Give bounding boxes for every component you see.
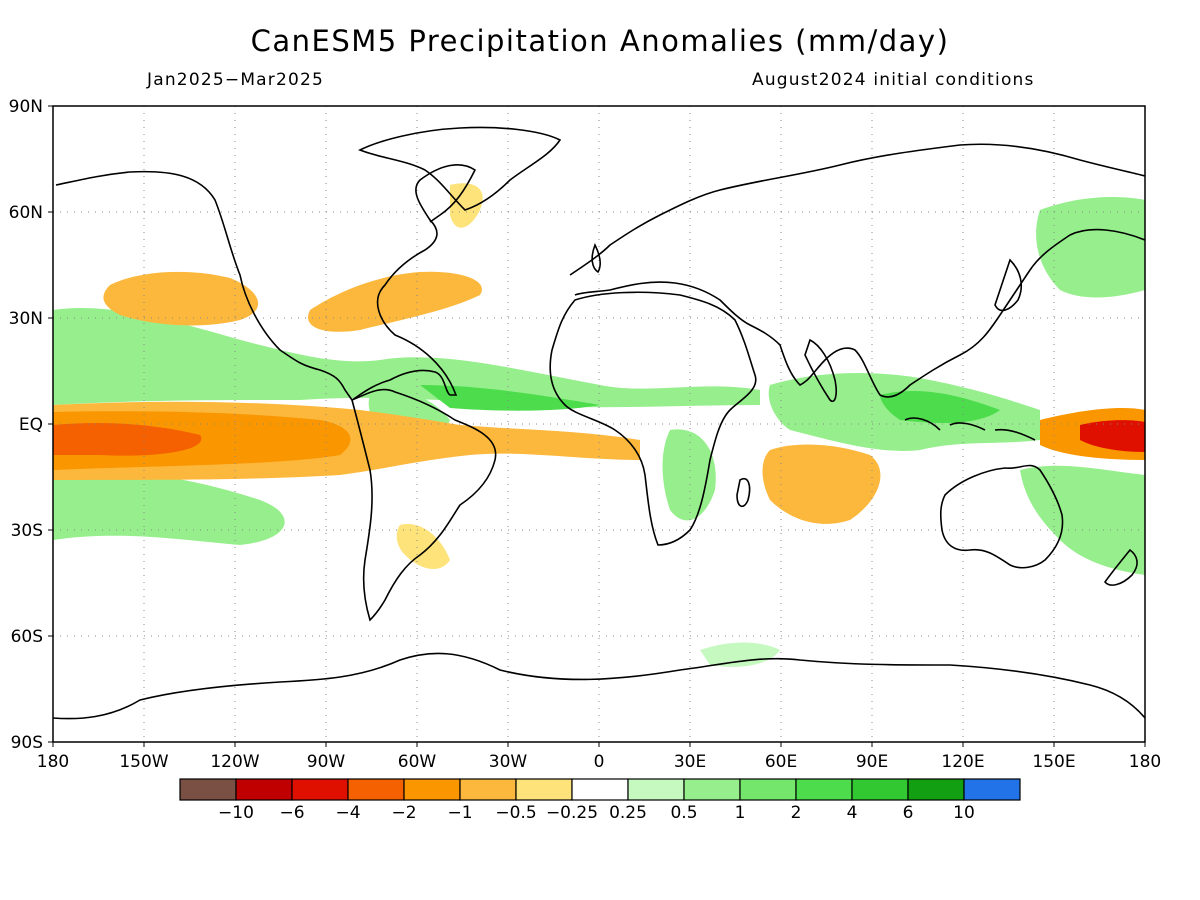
lon-tick-label: 90W — [307, 752, 346, 772]
latitude-labels: 90N 60N 30N EQ 30S 60S 90S — [9, 97, 53, 753]
colorbar-label: −6 — [279, 803, 304, 823]
anomaly-dry-south-atlantic — [396, 524, 450, 570]
colorbar-swatch — [963, 778, 1021, 801]
lon-tick-label: 120E — [941, 752, 984, 772]
colorbar-label: −1 — [447, 803, 472, 823]
lon-tick-label: 150E — [1032, 752, 1075, 772]
coastline-madagascar — [736, 478, 751, 508]
colorbar-swatch — [627, 778, 685, 801]
colorbar-swatch — [347, 778, 405, 801]
coastline-north-america — [55, 164, 477, 402]
lon-tick-label: 180 — [1129, 752, 1161, 772]
anomaly-wet-itcz-atlantic — [420, 385, 600, 411]
colorbar-swatch — [291, 778, 349, 801]
coastline-south-america — [351, 388, 497, 622]
colorbar-swatch — [851, 778, 909, 801]
anomaly-dry-gulf-stream — [308, 271, 482, 332]
colorbar-swatch — [459, 778, 517, 801]
colorbar-label: −4 — [335, 803, 360, 823]
anomaly-dry-north-atlantic — [450, 183, 483, 228]
period-label: Jan2025−Mar2025 — [147, 70, 325, 90]
colorbar-label: 0.5 — [670, 803, 697, 823]
anomaly-shading — [53, 183, 1145, 667]
colorbar-swatch — [235, 778, 293, 801]
lon-tick-label: 90E — [856, 752, 888, 772]
anomaly-wet-maritime-continent — [880, 390, 1000, 423]
lon-tick-label: 30W — [489, 752, 528, 772]
lat-tick-label: 60N — [9, 203, 43, 223]
anomaly-wet-band-south-pacific — [53, 469, 285, 545]
coastline-africa — [549, 291, 757, 546]
colorbar-swatch — [515, 778, 573, 801]
map-title: CanESM5 Precipitation Anomalies (mm/day) — [250, 24, 950, 58]
lat-tick-label: 30N — [9, 309, 43, 329]
lat-tick-label: 90N — [9, 97, 43, 117]
anomaly-dry-north-pacific — [103, 271, 259, 326]
colorbar-swatch — [683, 778, 741, 801]
colorbar-label: −10 — [218, 803, 254, 823]
anomaly-wet-northwest-pacific — [1036, 197, 1145, 298]
colorbar — [179, 778, 1021, 801]
lat-tick-label: EQ — [19, 415, 43, 435]
colorbar-label: 10 — [953, 803, 975, 823]
lon-tick-label: 30E — [674, 752, 706, 772]
lon-tick-label: 120W — [210, 752, 259, 772]
coastline-antarctica — [53, 652, 1145, 720]
initial-conditions-label: August2024 initial conditions — [752, 70, 1035, 90]
colorbar-label: −2 — [391, 803, 416, 823]
map-grid — [53, 106, 1145, 742]
coastline-australia — [939, 464, 1064, 569]
colorbar-labels: −10 −6 −4 −2 −1 −0.5 −0.25 0.25 0.5 1 2 4 6 10 — [218, 803, 975, 823]
anomaly-wet-antarctic — [700, 642, 780, 667]
coastline-greenland — [358, 126, 562, 211]
colorbar-label: 2 — [791, 803, 802, 823]
lon-tick-label: 60E — [765, 752, 797, 772]
lon-tick-label: 60W — [398, 752, 437, 772]
lon-tick-label: 0 — [594, 752, 605, 772]
anomaly-dry-equatorial-pacific-strong — [53, 423, 202, 456]
coastlines — [53, 126, 1145, 720]
colorbar-swatch — [403, 778, 461, 801]
coastline-eurasia — [569, 143, 1145, 398]
colorbar-swatch — [179, 778, 237, 801]
colorbar-label: −0.25 — [546, 803, 598, 823]
colorbar-label: 6 — [903, 803, 914, 823]
lon-tick-label: 150W — [119, 752, 168, 772]
colorbar-label: −0.5 — [495, 803, 536, 823]
colorbar-label: 1 — [735, 803, 746, 823]
lat-tick-label: 90S — [11, 733, 43, 753]
colorbar-swatch — [795, 778, 853, 801]
lat-tick-label: 60S — [11, 627, 43, 647]
coastline-japan — [994, 258, 1022, 312]
coastline-new-zealand — [1103, 548, 1138, 586]
anomaly-dry-west-pacific-strong — [1080, 420, 1145, 452]
anomaly-wet-band-north-pacific — [53, 308, 760, 408]
lon-tick-label: 180 — [37, 752, 69, 772]
colorbar-swatch — [739, 778, 797, 801]
coastline-maritime-continent — [904, 417, 1036, 441]
anomaly-wet-west-pacific — [1020, 465, 1145, 575]
coastline-india — [804, 338, 837, 402]
lat-tick-label: 30S — [11, 521, 43, 541]
colorbar-label: 0.25 — [609, 803, 647, 823]
colorbar-swatch — [907, 778, 965, 801]
coastline-uk — [591, 243, 601, 274]
anomaly-dry-south-indian-ocean — [762, 444, 881, 524]
colorbar-swatch — [571, 778, 629, 801]
colorbar-label: 4 — [847, 803, 858, 823]
longitude-labels: 180 150W 120W 90W 60W 30W 0 30E 60E 90E 120E 150E 18… — [37, 742, 1161, 772]
